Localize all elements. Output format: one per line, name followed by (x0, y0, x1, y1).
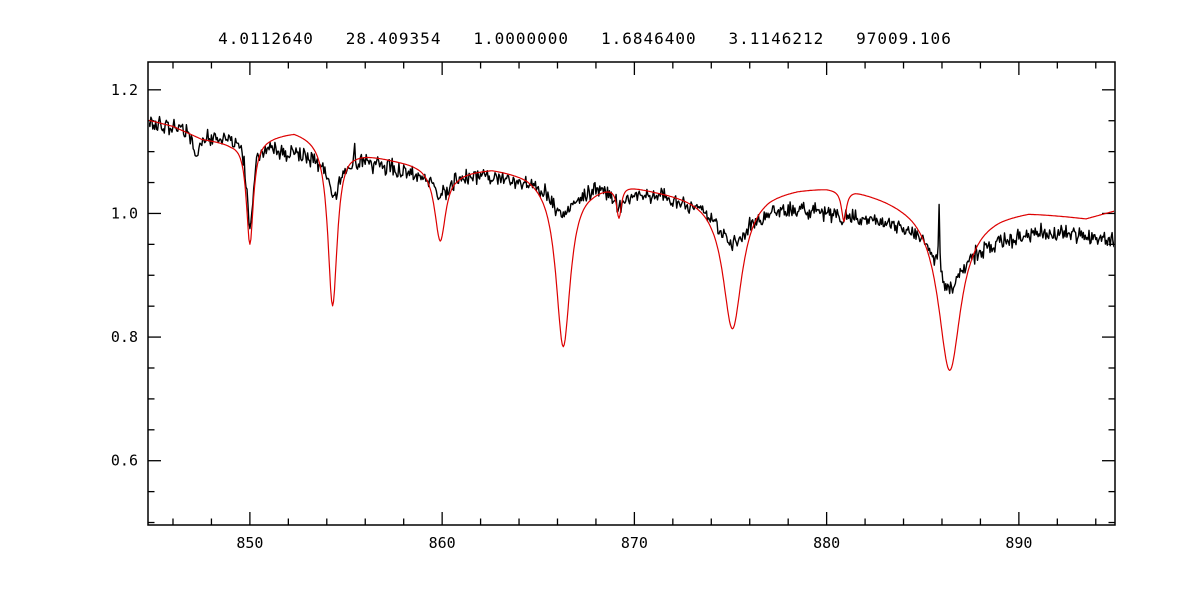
model-spectrum-line (149, 119, 1114, 371)
plot-series (149, 115, 1114, 371)
x-tick-label: 880 (813, 534, 840, 552)
plot-title: 4.0112640 28.409354 1.0000000 1.6846400 … (218, 29, 952, 48)
y-tick-label: 0.8 (111, 328, 138, 346)
x-tick-label: 860 (429, 534, 456, 552)
y-tick-label: 1.0 (111, 204, 138, 222)
x-tick-label: 890 (1005, 534, 1032, 552)
y-tick-label: 1.2 (111, 81, 138, 99)
plot-frame (147, 61, 1116, 526)
observed-spectrum-line (149, 115, 1114, 295)
x-tick-label: 850 (236, 534, 263, 552)
y-tick-label: 0.6 (111, 452, 138, 470)
plot-axes: 850 860 870 880 890 0.6 0.8 1.0 1.2 (111, 61, 1116, 552)
x-tick-label: 870 (621, 534, 648, 552)
